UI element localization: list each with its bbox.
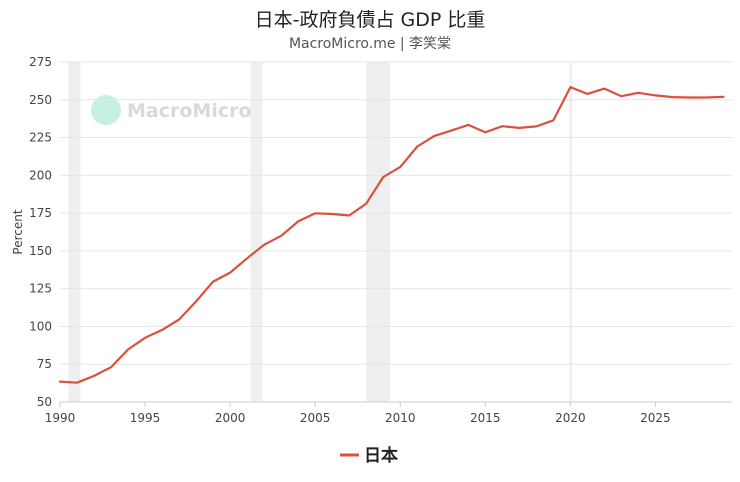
data-point[interactable] bbox=[428, 130, 440, 142]
data-point[interactable] bbox=[309, 207, 321, 219]
data-point[interactable] bbox=[258, 239, 270, 251]
series-line[interactable] bbox=[58, 86, 725, 384]
x-tick-label: 1995 bbox=[130, 411, 161, 425]
data-point[interactable] bbox=[292, 215, 304, 227]
data-point[interactable] bbox=[105, 361, 117, 373]
recession-band bbox=[366, 62, 391, 402]
data-point[interactable] bbox=[700, 92, 712, 104]
data-point[interactable] bbox=[564, 81, 576, 93]
y-tick-label: 175 bbox=[29, 206, 52, 220]
data-point[interactable] bbox=[666, 91, 678, 103]
data-point[interactable] bbox=[241, 252, 253, 264]
data-point[interactable] bbox=[343, 210, 355, 222]
data-point[interactable] bbox=[445, 125, 457, 137]
x-tick-label: 2020 bbox=[555, 411, 586, 425]
y-tick-label: 50 bbox=[37, 395, 52, 409]
data-point[interactable] bbox=[632, 87, 644, 99]
y-tick-label: 225 bbox=[29, 131, 52, 145]
data-point[interactable] bbox=[207, 276, 219, 288]
data-point[interactable] bbox=[496, 120, 508, 132]
legend-label[interactable]: 日本 bbox=[364, 445, 398, 466]
x-tick-label: 1990 bbox=[45, 411, 76, 425]
recession-band bbox=[569, 62, 573, 402]
x-tick-label: 2010 bbox=[385, 411, 416, 425]
chart-subtitle: MacroMicro.me | 李笑棠 bbox=[289, 36, 451, 52]
chart-title: 日本-政府負債占 GDP 比重 bbox=[255, 9, 486, 31]
data-point[interactable] bbox=[649, 89, 661, 101]
data-point[interactable] bbox=[615, 90, 627, 102]
data-point[interactable] bbox=[581, 88, 593, 100]
watermark-logo-icon bbox=[91, 95, 121, 125]
series-layer bbox=[54, 81, 729, 389]
x-axis-ticks: 1990 1995 2000 2005 2010 2015 2020 2025 bbox=[45, 402, 671, 425]
y-tick-label: 125 bbox=[29, 282, 52, 296]
data-point[interactable] bbox=[360, 198, 372, 210]
legend[interactable]: 日本 bbox=[340, 445, 398, 466]
watermark-text: MacroMicro bbox=[127, 100, 252, 122]
data-point[interactable] bbox=[326, 208, 338, 220]
data-point[interactable] bbox=[377, 171, 389, 183]
y-tick-label: 250 bbox=[29, 93, 52, 107]
x-tick-label: 2005 bbox=[300, 411, 331, 425]
data-point[interactable] bbox=[547, 114, 559, 126]
watermark: MacroMicro bbox=[91, 95, 252, 125]
data-point[interactable] bbox=[88, 370, 100, 382]
x-tick-label: 2000 bbox=[215, 411, 246, 425]
data-point[interactable] bbox=[717, 91, 729, 103]
data-point[interactable] bbox=[513, 122, 525, 134]
y-axis-label: Percent bbox=[11, 209, 25, 254]
recession-bands bbox=[68, 62, 573, 402]
data-point[interactable] bbox=[411, 140, 423, 152]
data-point[interactable] bbox=[71, 377, 83, 389]
data-point[interactable] bbox=[394, 161, 406, 173]
y-tick-label: 100 bbox=[29, 319, 52, 333]
data-point[interactable] bbox=[122, 343, 134, 355]
recession-band bbox=[68, 62, 81, 402]
y-tick-label: 150 bbox=[29, 244, 52, 258]
data-point[interactable] bbox=[598, 83, 610, 95]
data-point[interactable] bbox=[190, 295, 202, 307]
data-point[interactable] bbox=[156, 324, 168, 336]
gridlines bbox=[60, 61, 732, 365]
data-point[interactable] bbox=[683, 92, 695, 104]
data-point[interactable] bbox=[224, 267, 236, 279]
y-tick-label: 75 bbox=[37, 357, 52, 371]
recession-band bbox=[250, 62, 263, 402]
data-point[interactable] bbox=[530, 120, 542, 132]
data-point[interactable] bbox=[275, 230, 287, 242]
y-axis-ticks: 50 75 100 125 150 175 200 225 250 275 bbox=[29, 55, 52, 409]
y-tick-label: 200 bbox=[29, 168, 52, 182]
data-point[interactable] bbox=[462, 119, 474, 131]
x-tick-label: 2015 bbox=[470, 411, 501, 425]
data-point[interactable] bbox=[139, 332, 151, 344]
y-tick-label: 275 bbox=[29, 55, 52, 69]
x-tick-label: 2025 bbox=[640, 411, 671, 425]
data-point[interactable] bbox=[54, 376, 66, 388]
data-point[interactable] bbox=[173, 313, 185, 325]
data-point[interactable] bbox=[479, 126, 491, 138]
